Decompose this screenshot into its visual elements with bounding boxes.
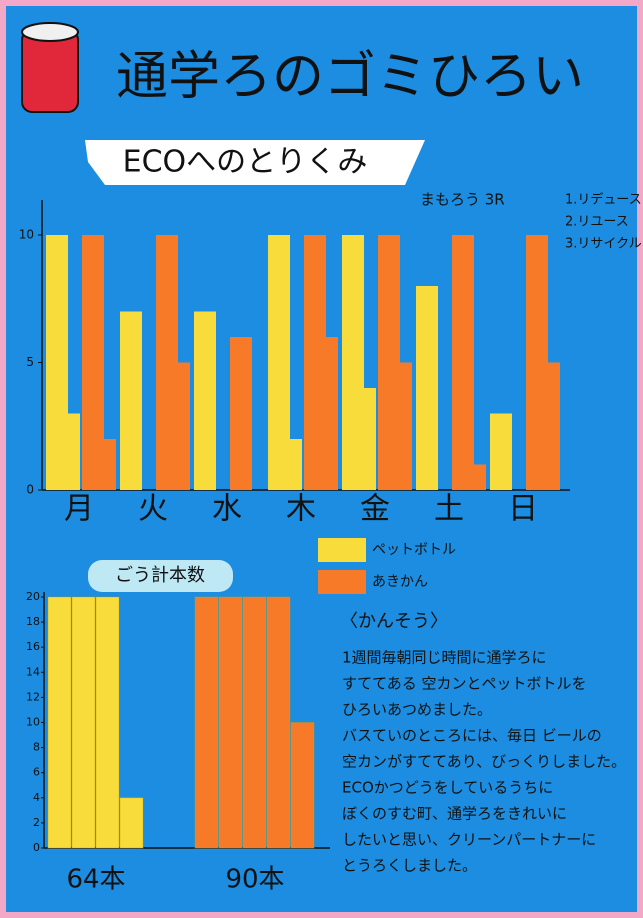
bar [526, 235, 548, 490]
bar [398, 362, 412, 490]
impression-line: したいと思い、クリーンパートナーに [342, 831, 596, 849]
bar [472, 464, 486, 490]
group-label: 90本 [225, 865, 284, 895]
bar [290, 722, 315, 849]
impression-line: すててある 空カンとペットボトルを [342, 675, 586, 693]
bar [46, 235, 68, 490]
bar [452, 235, 474, 490]
bar [288, 439, 302, 490]
y-tick-label: 10 [19, 228, 34, 242]
bar [82, 235, 104, 490]
y-tick-label: 6 [33, 766, 40, 779]
bar [362, 388, 376, 490]
impression-heading: 〈かんそう〉 [340, 611, 448, 632]
impression-line: ECOかつどうをしているうちに [342, 779, 553, 797]
impression-line: ぼくのすむ町、通学ろをきれいに [342, 805, 567, 823]
bar [71, 596, 96, 849]
y-tick-label: 16 [26, 640, 40, 653]
bar [416, 286, 438, 490]
y-tick-label: 10 [26, 716, 40, 729]
y-tick-label: 2 [33, 816, 40, 829]
bar [242, 596, 267, 849]
bar [490, 413, 512, 490]
bar [156, 235, 178, 490]
y-tick-label: 12 [26, 690, 40, 703]
impression-line: 1週間毎朝同じ時間に通学ろに [342, 649, 547, 667]
chart-title: ごう計本数 [115, 565, 205, 586]
bar [119, 797, 144, 849]
bar [304, 235, 326, 490]
y-tick-label: 0 [33, 841, 40, 854]
bar [194, 311, 216, 490]
legend-swatch [318, 570, 366, 594]
y-tick-label: 5 [26, 355, 34, 369]
y-tick-label: 18 [26, 615, 40, 628]
y-tick-label: 14 [26, 665, 40, 678]
can-icon [21, 22, 79, 113]
bar [66, 413, 80, 490]
x-tick-label: 木 [286, 492, 316, 527]
bar [194, 596, 219, 849]
bar [120, 311, 142, 490]
impression-line: とうろくしました。 [342, 857, 477, 875]
r-item: 3.リサイクル [565, 237, 642, 252]
x-tick-label: 金 [360, 492, 390, 527]
bar [218, 596, 243, 849]
x-tick-label: 火 [138, 492, 168, 527]
legend-label: あきかん [372, 574, 428, 590]
x-tick-label: 土 [434, 492, 464, 527]
total-title-box [88, 560, 233, 592]
y-tick-label: 0 [26, 483, 34, 497]
y-tick-label: 20 [26, 590, 40, 603]
bar [102, 439, 116, 490]
legend-swatch [318, 538, 366, 562]
title: 通学ろのゴミひろい [116, 47, 584, 107]
bar [378, 235, 400, 490]
r-item: 1.リデュース [565, 192, 642, 208]
bar [95, 596, 120, 849]
y-tick-label: 4 [33, 791, 40, 804]
bar [266, 596, 291, 849]
x-tick-label: 水 [212, 492, 242, 527]
bar [176, 362, 190, 490]
subtitle-ribbon [85, 140, 425, 185]
subtitle: ECOへのとりくみ [123, 145, 368, 180]
bar [324, 337, 338, 490]
impression-line: 空カンがすててあり、びっくりしました。 [342, 753, 626, 771]
bar [268, 235, 290, 490]
legend-label: ペットボトル [372, 542, 456, 558]
y-tick-label: 8 [33, 741, 40, 754]
bar [342, 235, 364, 490]
bar [47, 596, 72, 849]
x-tick-label: 月 [64, 492, 94, 527]
x-tick-label: 日 [508, 492, 538, 527]
impression-line: バスていのところには、毎日 ビールの [342, 727, 602, 745]
r-item: 2.リユース [565, 215, 629, 230]
bar [230, 337, 252, 490]
motto: まもろう 3R [420, 191, 505, 209]
impression-line: ひろいあつめました。 [342, 701, 492, 719]
group-label: 64本 [66, 865, 125, 895]
bar [546, 362, 560, 490]
